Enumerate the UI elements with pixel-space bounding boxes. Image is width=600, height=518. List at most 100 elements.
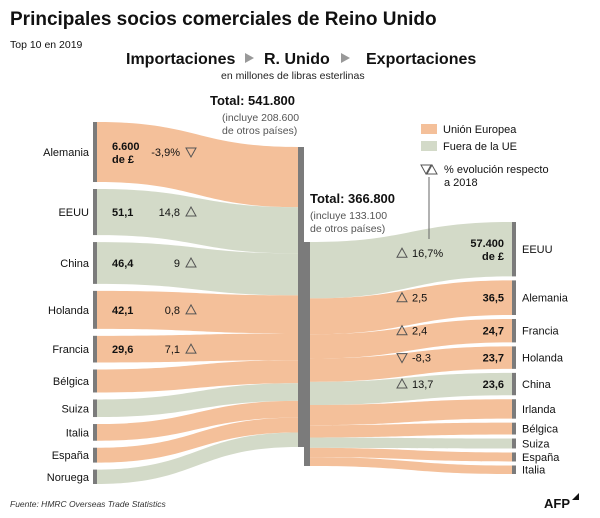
imports-total-note: de otros países) xyxy=(222,125,297,137)
import-change-label: 0,8 xyxy=(165,305,180,317)
import-node-bar-francia xyxy=(93,335,97,363)
export-country-label: EEUU xyxy=(522,244,553,256)
import-country-label: España xyxy=(52,450,90,462)
arrow-right-icon xyxy=(341,53,350,63)
header-uk: R. Unido xyxy=(264,51,330,68)
export-country-label: Suiza xyxy=(522,438,550,450)
export-node-bar-belgica xyxy=(512,422,516,435)
import-country-label: Francia xyxy=(52,344,90,356)
imports-total: Total: 541.800 (incluye 208.600 de otros… xyxy=(210,93,299,137)
import-country-label: Alemania xyxy=(43,147,90,159)
export-flow-alemania xyxy=(310,280,512,335)
source-note: Fuente: HMRC Overseas Trade Statistics xyxy=(10,499,166,509)
exports-total-label: Total: 366.800 xyxy=(310,191,395,206)
logo-text: AFP xyxy=(544,496,570,511)
export-value-label: 24,7 xyxy=(483,326,504,338)
node-bars xyxy=(93,122,516,484)
import-flow-holanda xyxy=(97,290,298,334)
triangle-down-icon xyxy=(396,353,408,364)
export-country-label: España xyxy=(522,452,560,464)
header: Importaciones R. Unido Exportaciones en … xyxy=(126,51,476,82)
export-node-bar-espana xyxy=(512,452,516,462)
import-node-bar-belgica xyxy=(93,369,97,393)
triangle-up-icon xyxy=(185,256,197,268)
logo-arrow xyxy=(572,493,579,500)
export-change-label: 2,4 xyxy=(412,326,427,338)
unit-label: en millones de libras esterlinas xyxy=(221,70,365,82)
header-imports: Importaciones xyxy=(126,51,235,68)
import-node-bar-holanda xyxy=(93,290,97,329)
export-flow-suiza xyxy=(310,437,512,449)
export-country-label: Alemania xyxy=(522,293,569,305)
import-flow-francia xyxy=(97,333,298,363)
export-value-label: 23,7 xyxy=(483,353,504,365)
export-flow-eeuu xyxy=(310,222,512,299)
import-country-label: Italia xyxy=(66,427,90,439)
import-value-label: 6.600 xyxy=(112,141,140,153)
import-country-label: Suiza xyxy=(61,403,89,415)
import-country-label: Bélgica xyxy=(53,376,90,388)
header-exports: Exportaciones xyxy=(366,51,476,68)
import-flow-espana xyxy=(97,417,298,463)
import-change-label: -3,9% xyxy=(151,147,180,159)
export-country-label: Irlanda xyxy=(522,404,557,416)
chart-subtitle: Top 10 en 2019 xyxy=(10,39,83,51)
exports-total-note: de otros países) xyxy=(310,223,385,235)
import-change-label: 7,1 xyxy=(165,344,180,356)
export-country-label: Francia xyxy=(522,326,560,338)
export-node-bar-suiza xyxy=(512,438,516,449)
import-country-label: Noruega xyxy=(47,472,90,484)
legend: Unión Europea Fuera de la UE % evolución… xyxy=(420,124,549,239)
import-flow-belgica xyxy=(97,360,298,393)
import-change-label: 9 xyxy=(174,258,180,270)
import-change-label: 14,8 xyxy=(159,207,180,219)
export-node-bar-alemania xyxy=(512,280,516,315)
export-node-bar-china xyxy=(512,372,516,396)
triangle-up-icon xyxy=(396,247,408,258)
legend-label-non-eu: Fuera de la UE xyxy=(443,141,517,153)
export-flow-italia xyxy=(310,457,512,474)
legend-swatch-eu xyxy=(421,124,437,134)
export-change-label: -8,3 xyxy=(412,353,431,365)
import-country-label: Holanda xyxy=(48,305,90,317)
import-node-bar-alemania xyxy=(93,122,97,183)
export-value-label: 23,6 xyxy=(483,379,504,391)
export-change-label: 16,7% xyxy=(412,248,443,260)
afp-logo: AFP xyxy=(544,493,579,511)
import-value-label: 51,1 xyxy=(112,207,133,219)
import-value-label: 42,1 xyxy=(112,305,133,317)
triangle-up-icon xyxy=(396,378,408,389)
uk-exports-bar xyxy=(304,242,310,466)
export-country-label: Italia xyxy=(522,465,546,477)
export-node-bar-francia xyxy=(512,318,516,343)
export-change-label: 2,5 xyxy=(412,293,427,305)
import-value-label: 46,4 xyxy=(112,258,134,270)
export-flow-belgica xyxy=(310,422,512,438)
chart-title: Principales socios comerciales de Reino … xyxy=(10,9,437,30)
export-flow-irlanda xyxy=(310,399,512,426)
export-value-label: 57.400 xyxy=(470,238,504,250)
legend-label-change: % evolución respecto xyxy=(444,164,549,176)
export-node-bar-italia xyxy=(512,465,516,474)
import-value-label: de £ xyxy=(112,154,134,166)
triangle-down-icon xyxy=(420,164,432,176)
arrow-right-icon xyxy=(245,53,254,63)
import-node-bar-china xyxy=(93,242,97,284)
uk-imports-bar xyxy=(298,147,304,447)
flow-bands xyxy=(97,122,512,484)
export-change-label: 13,7 xyxy=(412,379,433,391)
import-country-label: China xyxy=(60,258,90,270)
import-flow-noruega xyxy=(97,432,298,484)
triangle-up-icon xyxy=(185,206,197,217)
export-value-label: de £ xyxy=(482,251,504,263)
export-value-label: 36,5 xyxy=(483,293,504,305)
triangle-up-icon xyxy=(185,303,197,315)
import-node-bar-suiza xyxy=(93,399,97,418)
triangle-up-icon xyxy=(396,291,408,303)
legend-swatch-non-eu xyxy=(421,141,437,151)
legend-label-eu: Unión Europea xyxy=(443,124,517,136)
import-flow-eeuu xyxy=(97,189,298,254)
triangle-up-icon xyxy=(185,343,197,354)
